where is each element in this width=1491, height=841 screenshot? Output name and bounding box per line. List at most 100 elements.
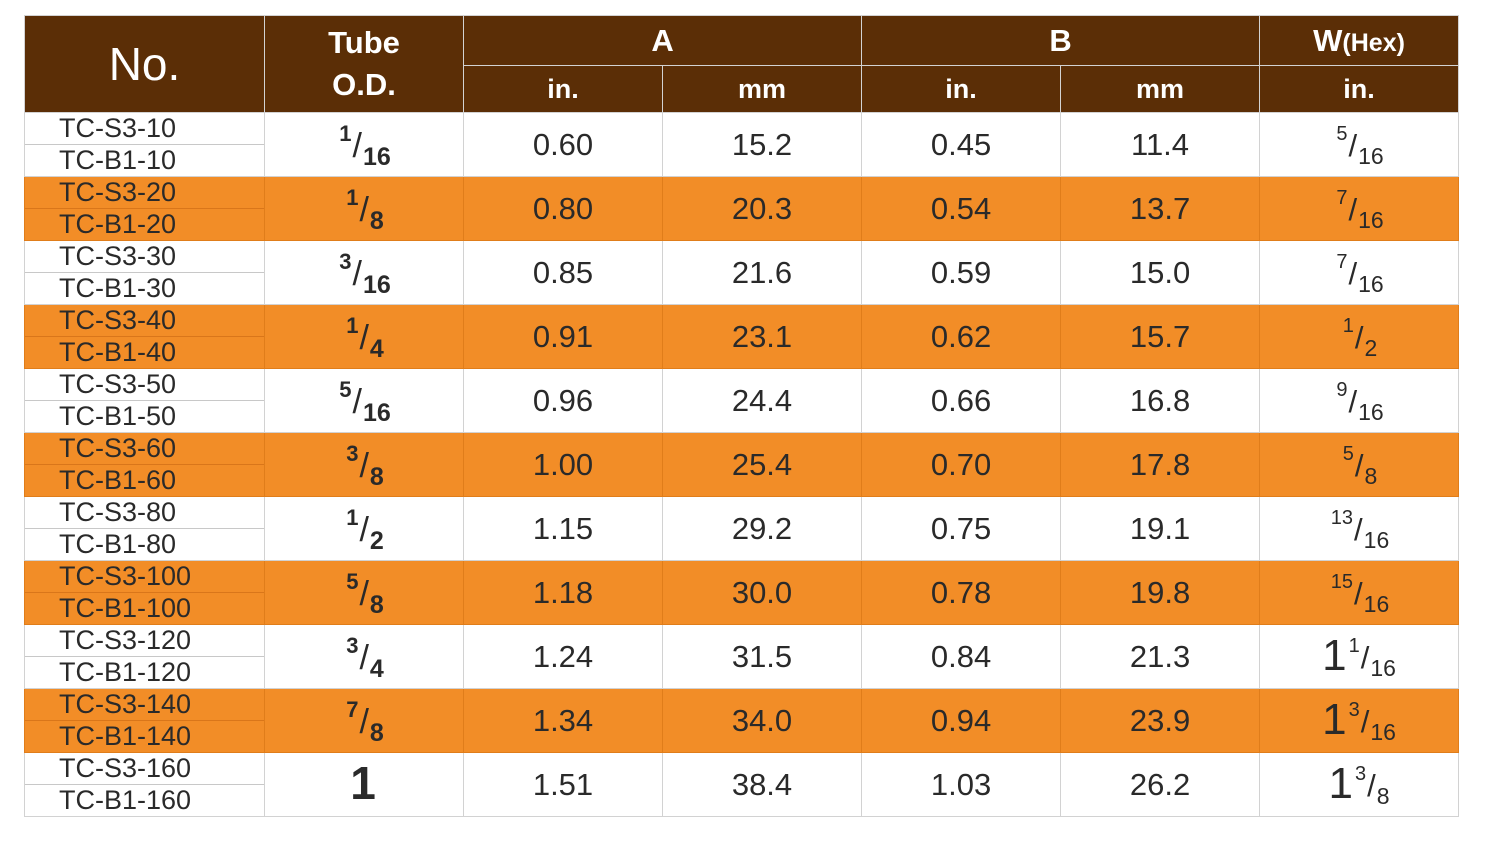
w-hex-fraction: 5/16 <box>1334 122 1383 168</box>
w-hex-numerator: 1 <box>1348 634 1360 657</box>
part-number-cell: TC-S3-60 TC-B1-60 <box>24 432 265 497</box>
a-mm-cell: 30.0 <box>661 560 863 625</box>
part-number-s3: TC-S3-50 <box>25 370 264 401</box>
table-row: TC-S3-30 TC-B1-30 3/16 0.85 21.6 0.59 15… <box>24 240 1460 305</box>
tube-od-denominator: 4 <box>369 654 384 683</box>
w-hex-whole: 1 <box>1322 630 1347 680</box>
tube-od-cell: 1/2 <box>264 496 464 561</box>
part-number-b1: TC-B1-80 <box>59 529 177 559</box>
tube-od-fraction: 1/ <box>350 760 378 810</box>
tube-od-fraction: 5/16 <box>337 376 391 426</box>
part-number-b1: TC-B1-40 <box>59 337 177 367</box>
b-mm-cell: 15.7 <box>1060 304 1261 369</box>
b-mm-cell: 15.0 <box>1060 240 1261 305</box>
tube-od-denominator: 16 <box>362 398 391 427</box>
tube-od-whole: 1 <box>350 756 376 809</box>
tube-od-numerator: 7 <box>346 696 359 722</box>
fraction-slash: / <box>352 126 362 165</box>
table-row: TC-S3-100 TC-B1-100 5/8 1.18 30.0 0.78 1… <box>24 560 1460 625</box>
tube-od-cell: 3/16 <box>264 240 464 305</box>
w-hex-denominator: 8 <box>1376 782 1390 809</box>
fraction-slash: / <box>1348 127 1358 163</box>
tube-od-fraction: 3/4 <box>344 632 384 682</box>
a-mm-cell: 38.4 <box>661 752 863 817</box>
part-number-b1: TC-B1-120 <box>59 657 192 687</box>
w-hex-cell: 1 3/8 <box>1259 752 1460 817</box>
w-hex-numerator: 3 <box>1355 762 1367 785</box>
tube-od-numerator: 3 <box>346 440 359 466</box>
tube-od-cell: 1/4 <box>264 304 464 369</box>
b-mm-cell: 19.1 <box>1060 496 1261 561</box>
b-in-cell: 0.45 <box>861 112 1062 177</box>
part-number-b1: TC-B1-20 <box>59 209 177 239</box>
b-mm-cell: 21.3 <box>1060 624 1261 689</box>
w-hex-cell: 7/16 <box>1259 240 1460 305</box>
a-mm-cell: 15.2 <box>661 112 863 177</box>
a-in-cell: 1.34 <box>463 688 663 753</box>
w-hex-fraction: 5/8 <box>1341 442 1378 488</box>
part-number-b1: TC-B1-30 <box>59 273 177 303</box>
part-number-b1: TC-B1-160 <box>59 785 192 815</box>
part-number-cell: TC-S3-160 TC-B1-160 <box>24 752 265 817</box>
b-in-cell: 0.84 <box>861 624 1062 689</box>
fraction-slash: / <box>1354 319 1364 355</box>
tube-od-cell: 1/8 <box>264 176 464 241</box>
part-number-s3: TC-S3-140 <box>25 690 264 721</box>
table-row: TC-S3-160 TC-B1-160 1/ 1.51 38.4 1.03 26… <box>24 752 1460 817</box>
a-mm-cell: 29.2 <box>661 496 863 561</box>
a-in-cell: 0.96 <box>463 368 663 433</box>
table-row: TC-S3-50 TC-B1-50 5/16 0.96 24.4 0.66 16… <box>24 368 1460 433</box>
fraction-slash: / <box>359 574 369 613</box>
part-number-s3: TC-S3-100 <box>25 562 264 593</box>
w-hex-fraction: 1 1/16 <box>1322 630 1396 680</box>
dimensions-table: No. Tube O.D. A B W(Hex) in. mm in. mm i… <box>24 15 1460 817</box>
part-number-cell: TC-S3-20 TC-B1-20 <box>24 176 265 241</box>
w-hex-denominator: 16 <box>1358 270 1384 297</box>
b-mm-cell: 11.4 <box>1060 112 1261 177</box>
tube-od-fraction: 1/8 <box>344 184 384 234</box>
part-number-b1: TC-B1-50 <box>59 401 177 431</box>
a-mm-cell: 25.4 <box>661 432 863 497</box>
part-number-b1: TC-B1-140 <box>59 721 192 751</box>
header-w-main: W <box>1313 22 1343 58</box>
b-mm-cell: 19.8 <box>1060 560 1261 625</box>
fraction-slash: / <box>1348 383 1358 419</box>
a-in-cell: 0.85 <box>463 240 663 305</box>
part-number-cell: TC-S3-80 TC-B1-80 <box>24 496 265 561</box>
a-mm-cell: 31.5 <box>661 624 863 689</box>
tube-od-fraction: 3/16 <box>337 248 391 298</box>
fraction-slash: / <box>359 318 369 357</box>
w-hex-denominator: 2 <box>1364 334 1378 361</box>
header-w-hex: W(Hex) <box>1259 15 1460 66</box>
tube-od-denominator: 8 <box>369 462 384 491</box>
tube-od-cell: 5/8 <box>264 560 464 625</box>
b-in-cell: 1.03 <box>861 752 1062 817</box>
b-mm-cell: 26.2 <box>1060 752 1261 817</box>
w-hex-fraction: 9/16 <box>1334 378 1383 424</box>
w-hex-denominator: 16 <box>1358 398 1384 425</box>
fraction-slash: / <box>352 382 362 421</box>
table-row: TC-S3-120 TC-B1-120 3/4 1.24 31.5 0.84 2… <box>24 624 1460 689</box>
w-hex-cell: 5/8 <box>1259 432 1460 497</box>
fraction-slash: / <box>1360 703 1370 739</box>
tube-od-fraction: 5/8 <box>344 568 384 618</box>
fraction-slash: / <box>352 254 362 293</box>
fraction-slash: / <box>1348 191 1358 227</box>
tube-od-numerator: 1 <box>339 120 352 146</box>
tube-od-numerator: 5 <box>346 568 359 594</box>
tube-od-numerator: 5 <box>339 376 352 402</box>
w-hex-numerator: 13 <box>1330 506 1354 529</box>
part-number-s3: TC-S3-60 <box>25 434 264 465</box>
part-number-b1: TC-B1-60 <box>59 465 177 495</box>
part-number-cell: TC-S3-30 TC-B1-30 <box>24 240 265 305</box>
tube-od-denominator: 4 <box>369 334 384 363</box>
table-row: TC-S3-40 TC-B1-40 1/4 0.91 23.1 0.62 15.… <box>24 304 1460 369</box>
part-number-b1: TC-B1-10 <box>59 145 177 175</box>
header-tube-line2: O.D. <box>332 67 396 102</box>
tube-od-denominator: 8 <box>369 590 384 619</box>
tube-od-fraction: 1/2 <box>344 504 384 554</box>
a-mm-cell: 23.1 <box>661 304 863 369</box>
fraction-slash: / <box>359 638 369 677</box>
